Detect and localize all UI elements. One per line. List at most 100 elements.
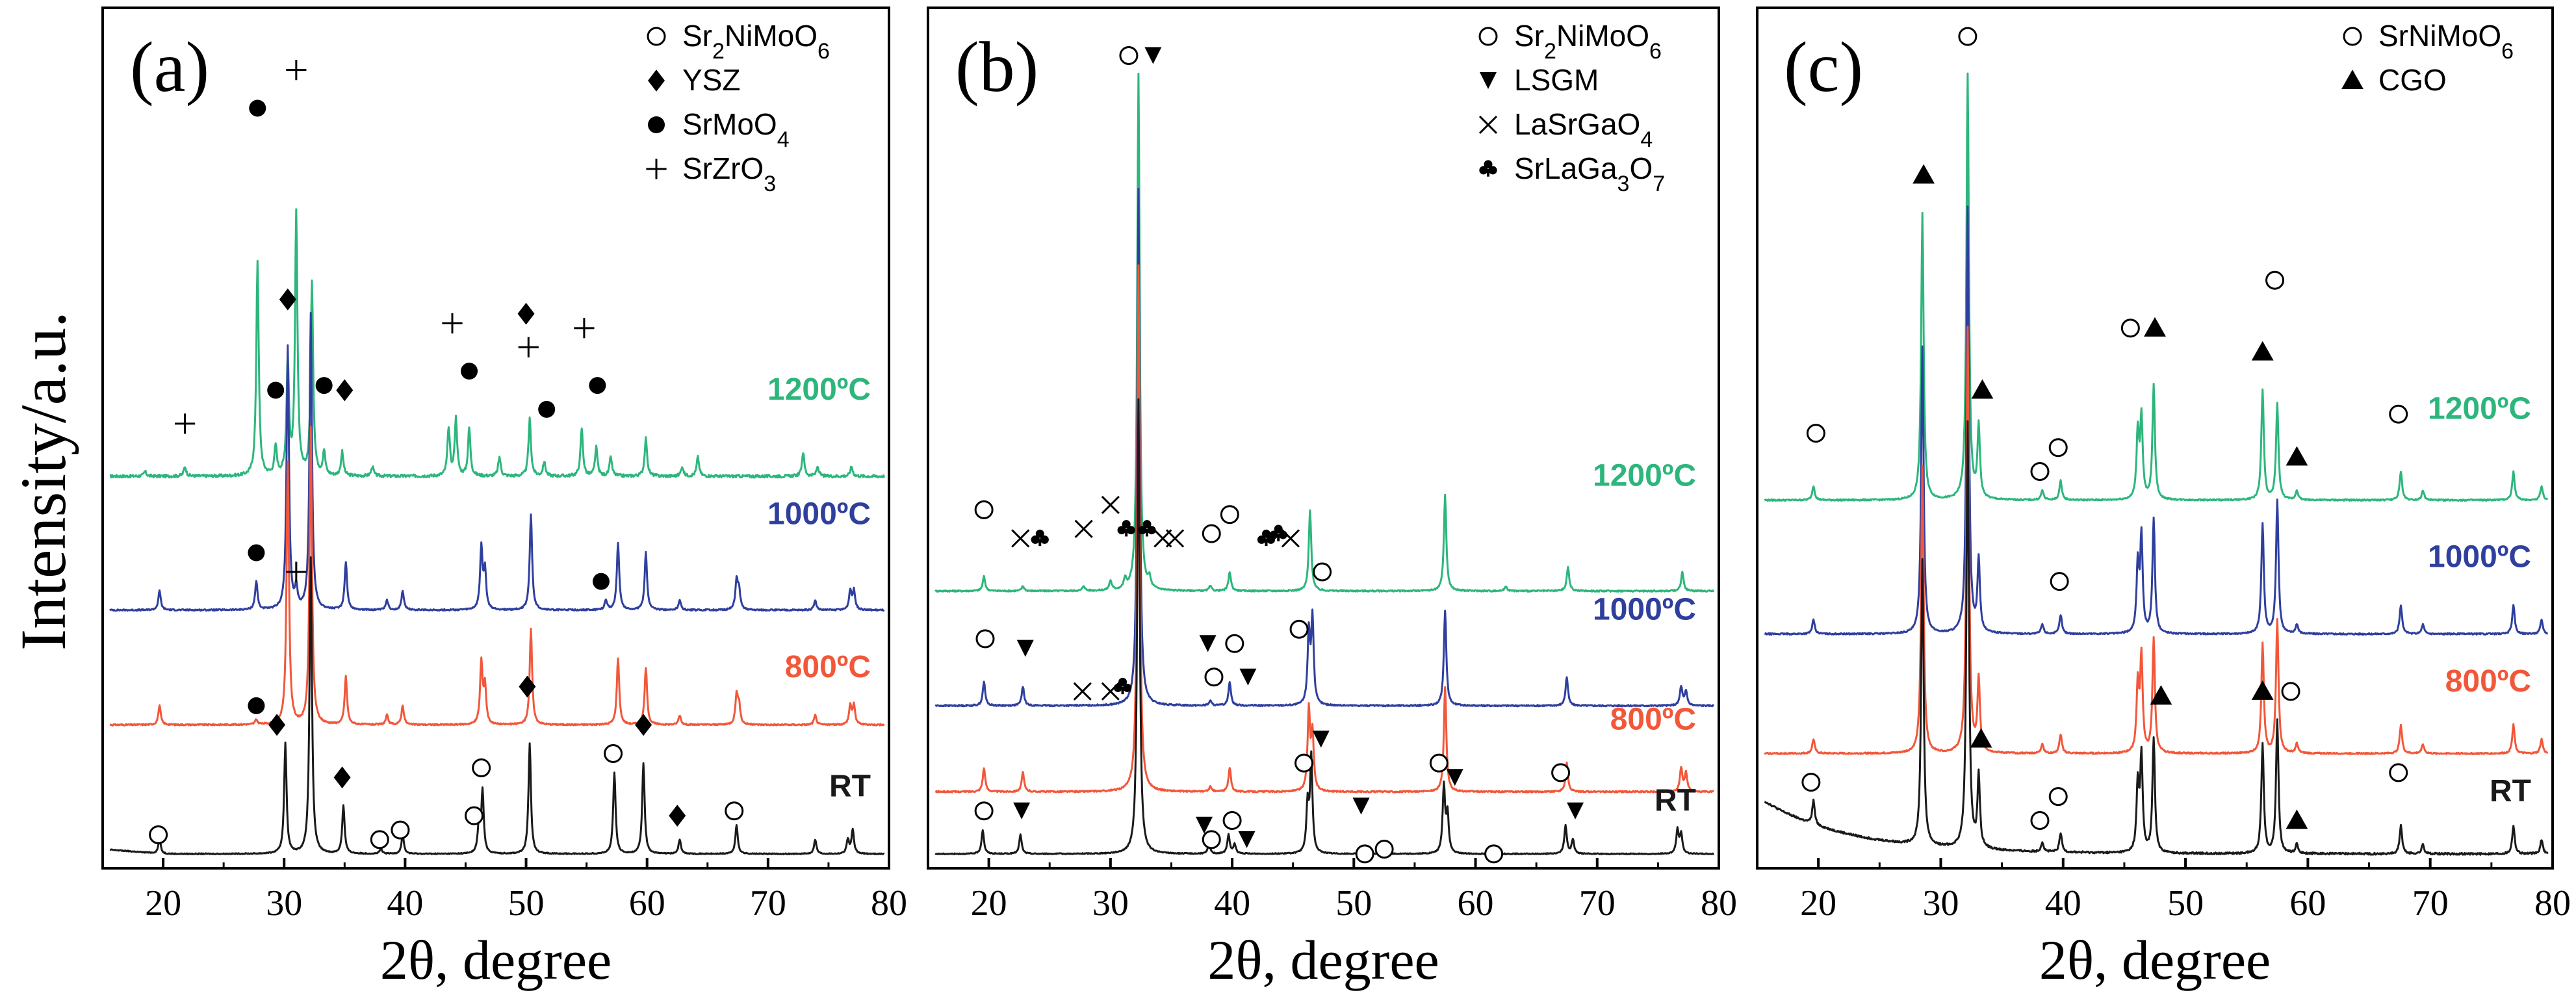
series-line-1000 xyxy=(1764,205,2548,636)
x-tick-label: 30 xyxy=(1922,883,1959,924)
peak-marker-circle-open xyxy=(2030,461,2050,481)
legend-label-part: NiMoO xyxy=(1556,19,1649,53)
peak-marker-club xyxy=(1117,520,1135,537)
x-tick-label: 40 xyxy=(387,883,423,924)
peak-marker-diamond xyxy=(519,675,536,698)
legend-label-part: SrNiMoO xyxy=(2378,19,2501,53)
x-tick-label: 60 xyxy=(1458,883,1494,924)
temperature-label-800: 800ºC xyxy=(2445,664,2531,699)
peak-marker-circle-open xyxy=(1202,830,1221,849)
panel-b: 20 30 40 50 60 70 80 2θ, degree (b) 1200ºC 1000ºC 8… xyxy=(927,6,1737,991)
peak-marker-plus xyxy=(442,313,463,334)
x-tick-label: 70 xyxy=(2412,883,2449,924)
peak-marker-plus xyxy=(574,318,595,339)
peak-marker-circle-open xyxy=(1374,840,1394,859)
temperature-label-800: 800ºC xyxy=(785,650,871,684)
peak-marker-circle-open xyxy=(1222,810,1242,830)
x-tick-label: 40 xyxy=(2045,883,2081,924)
legend-label-part: YSZ xyxy=(682,63,740,97)
peak-marker-circle-open xyxy=(391,820,410,840)
legend-label-part: 4 xyxy=(777,127,790,152)
legend-label-part: 7 xyxy=(1653,172,1665,196)
series-line-RT xyxy=(1764,420,2549,856)
legend-marker-diamond xyxy=(648,70,665,92)
peak-marker-circle-open xyxy=(2048,438,2068,458)
legend-label-part: CGO xyxy=(2378,63,2447,97)
panel-letter: (a) xyxy=(130,27,209,107)
peak-marker-circle-filled xyxy=(248,544,265,562)
peak-marker-circle-filled xyxy=(267,381,285,399)
series-line-800 xyxy=(934,264,1715,794)
series-line-800 xyxy=(1764,326,2549,755)
peak-marker-circle-open xyxy=(1355,844,1374,864)
peak-marker-triangle-down xyxy=(1238,831,1256,848)
peak-marker-plus xyxy=(174,413,196,434)
peak-marker-circle-open xyxy=(1806,424,1825,443)
legend-entry: Sr2NiMoO6 xyxy=(1514,19,1662,64)
peak-marker-circle-open xyxy=(1801,773,1821,792)
temperature-label-1000: 1000ºC xyxy=(1593,593,1696,627)
legend-entry: SrZrO3 xyxy=(682,151,776,196)
peak-marker-triangle-down xyxy=(1199,635,1217,653)
temperature-label-1000: 1000ºC xyxy=(767,497,871,531)
peak-marker-triangle-up xyxy=(2286,446,2308,466)
series-line-1200 xyxy=(934,72,1715,593)
peak-marker-triangle-down xyxy=(1196,816,1213,834)
peak-marker-circle-open xyxy=(1119,46,1139,66)
legend-label-part: O xyxy=(1629,151,1653,185)
peak-marker-circle-open xyxy=(149,825,168,845)
peak-marker-circle-open xyxy=(472,758,491,778)
x-tick-label: 60 xyxy=(629,883,665,924)
peak-marker-cross xyxy=(1166,529,1185,548)
series-line-1000 xyxy=(934,187,1715,708)
legend-label-part: 6 xyxy=(2501,39,2514,64)
x-tick-label: 40 xyxy=(1214,883,1250,924)
legend-entry: SrNiMoO6 xyxy=(2378,19,2514,64)
x-tick-label: 80 xyxy=(871,883,907,924)
temperature-label-1200: 1200ºC xyxy=(1593,459,1696,493)
peak-marker-club xyxy=(1269,524,1287,541)
plot-frame xyxy=(927,6,1720,870)
peak-marker-circle-open xyxy=(464,806,483,825)
legend-label-part: Sr xyxy=(682,19,712,53)
legend-label-part: 6 xyxy=(818,39,830,64)
peak-marker-circle-open xyxy=(1551,763,1571,782)
x-tick-label: 50 xyxy=(1335,883,1372,924)
peak-marker-circle-open xyxy=(2120,318,2140,338)
peak-marker-triangle-down xyxy=(1312,730,1330,748)
peak-marker-cross xyxy=(1011,529,1030,548)
peak-marker-circle-open xyxy=(2030,810,2050,830)
peak-marker-club xyxy=(1031,529,1049,547)
peak-marker-triangle-down xyxy=(1239,668,1257,686)
peak-marker-triangle-up xyxy=(1971,379,1994,399)
peak-marker-circle-open xyxy=(2050,572,2069,591)
peak-marker-diamond xyxy=(268,714,286,736)
peak-marker-circle-open xyxy=(1220,505,1239,524)
peak-marker-circle-open xyxy=(975,629,995,649)
peak-marker-triangle-up xyxy=(2144,317,2166,337)
x-tick-label: 20 xyxy=(145,883,181,924)
legend-marker-circle-open xyxy=(647,27,666,46)
peak-marker-triangle-down xyxy=(1013,802,1031,820)
legend-label-part: Sr xyxy=(1514,19,1544,53)
x-tick-label: 30 xyxy=(266,883,302,924)
x-tick-label: 20 xyxy=(1800,883,1836,924)
legend-marker-triangle-up xyxy=(2341,70,2363,89)
peak-marker-club xyxy=(1138,520,1156,537)
legend-marker-cross xyxy=(1478,115,1498,135)
x-axis-label: 2θ, degree xyxy=(380,929,612,991)
peak-marker-plus xyxy=(286,60,307,81)
legend-label-part: NiMoO xyxy=(725,19,818,53)
legend-entry: YSZ xyxy=(682,63,740,97)
peak-marker-triangle-down xyxy=(1144,47,1162,64)
peak-marker-circle-open xyxy=(974,801,994,821)
temperature-label-RT: RT xyxy=(829,769,871,804)
legend-entry: Sr2NiMoO6 xyxy=(682,19,830,64)
peak-marker-circle-open xyxy=(1225,634,1244,653)
series-line-1200 xyxy=(109,208,886,479)
temperature-label-1200: 1200ºC xyxy=(2428,392,2531,426)
legend-label-part: SrMoO xyxy=(682,107,777,141)
legend-entry: SrMoO4 xyxy=(682,107,790,152)
peak-marker-circle-open xyxy=(1294,753,1314,773)
